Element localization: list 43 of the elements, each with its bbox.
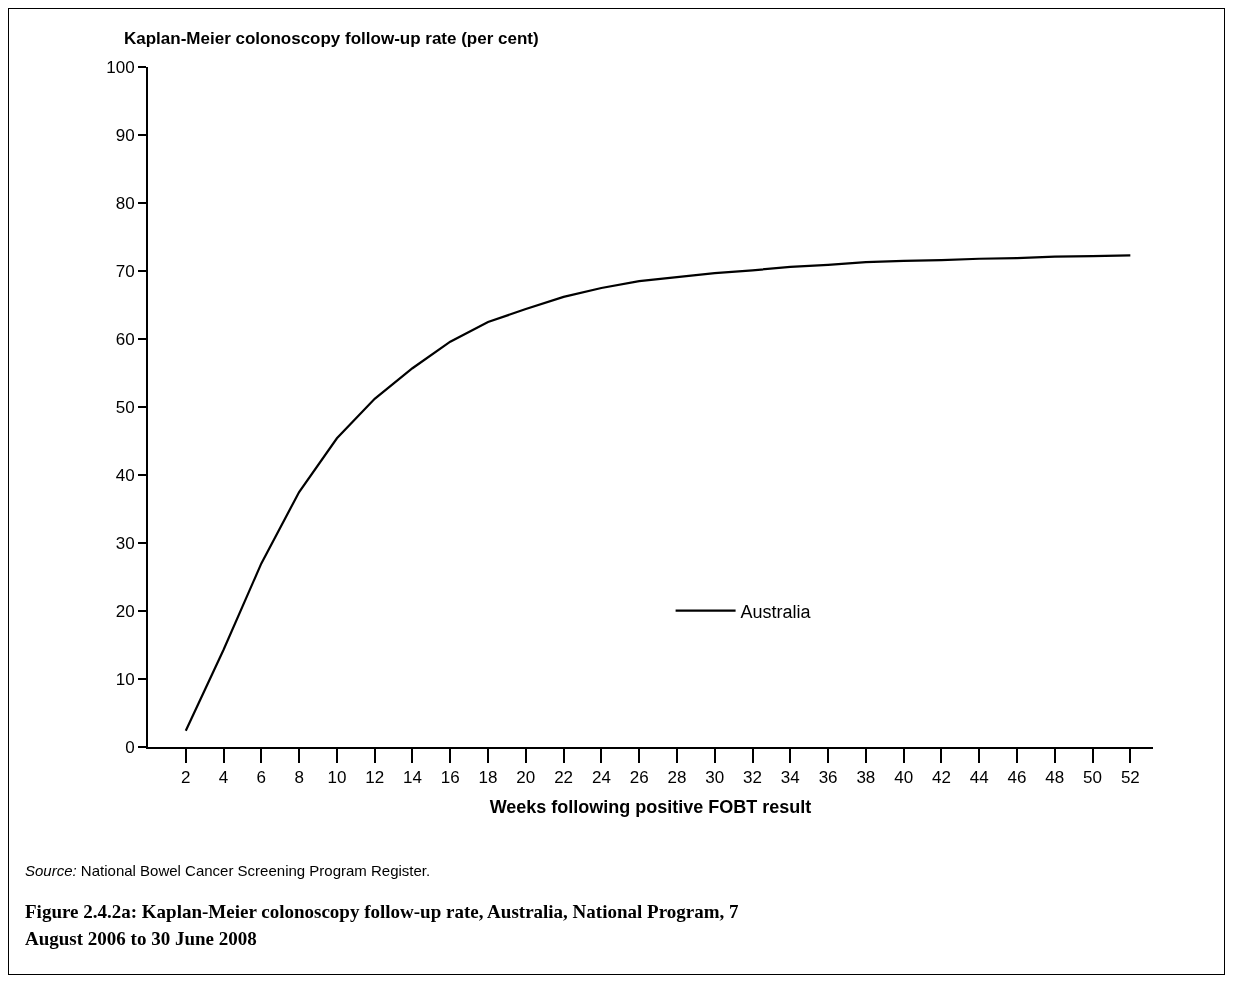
y-tick-label: 30 xyxy=(115,533,135,553)
x-tick-label: 14 xyxy=(403,768,422,788)
y-tick-label: 0 xyxy=(125,737,135,757)
x-tick-label: 50 xyxy=(1083,768,1103,788)
x-tick-label: 32 xyxy=(743,768,762,788)
y-tick-label: 80 xyxy=(115,193,135,213)
x-tick-label: 20 xyxy=(516,768,536,788)
x-tick-label: 46 xyxy=(1007,768,1027,788)
y-tick-label: 50 xyxy=(115,397,135,417)
x-tick-label: 44 xyxy=(969,768,989,788)
x-tick-label: 52 xyxy=(1120,768,1140,788)
y-tick-label: 70 xyxy=(115,261,135,281)
x-tick-label: 16 xyxy=(440,768,460,788)
y-tick-label: 40 xyxy=(115,465,135,485)
line-series xyxy=(184,254,1132,732)
x-tick-label: 26 xyxy=(629,768,649,788)
x-tick-label: 30 xyxy=(705,768,725,788)
x-tick-label: 34 xyxy=(780,768,800,788)
x-tick-label: 40 xyxy=(894,768,914,788)
x-tick-label: 18 xyxy=(478,768,498,788)
y-tick-label: 60 xyxy=(115,329,135,349)
y-axis-title: Kaplan-Meier colonoscopy follow-up rate (per cent) xyxy=(124,29,539,48)
y-tick-label: 90 xyxy=(115,125,135,145)
x-tick-label: 36 xyxy=(818,768,838,788)
source-note: Source: National Bowel Cancer Screening Program Register. xyxy=(25,862,431,879)
x-tick-label: 2 xyxy=(181,768,191,788)
y-tick-label: 20 xyxy=(115,601,135,621)
text: Figure 2.4.2a: Kaplan-Meier colonoscopy follow-up rate, Australia, National Program, 7 August 2006 to 30 June 2008 xyxy=(25,900,740,951)
x-tick-label: 48 xyxy=(1045,768,1065,788)
x-tick-label: 6 xyxy=(256,768,267,788)
x-tick-label: 38 xyxy=(856,768,876,788)
x-tick-label: 24 xyxy=(591,768,611,788)
y-tick-label: 100 xyxy=(106,57,135,77)
x-tick-label: 12 xyxy=(365,768,385,788)
legend-label: Australia xyxy=(740,601,812,622)
x-tick-label: 8 xyxy=(294,768,304,788)
x-tick-label: 22 xyxy=(554,768,574,788)
x-axis-title: Weeks following positive FOBT result xyxy=(489,797,812,817)
x-tick-label: 10 xyxy=(327,768,347,788)
y-tick-label: 10 xyxy=(115,669,135,689)
x-tick-label: 42 xyxy=(931,768,951,788)
x-tick-label: 4 xyxy=(218,768,229,788)
x-tick-label: 28 xyxy=(667,768,687,788)
